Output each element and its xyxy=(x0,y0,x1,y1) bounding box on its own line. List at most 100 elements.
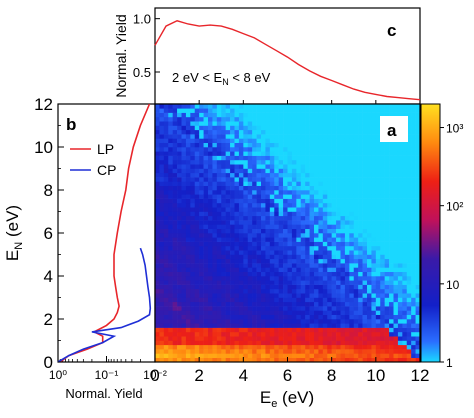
heatmap-cell xyxy=(221,194,226,199)
heatmap-cell xyxy=(371,271,377,277)
heatmap-cell xyxy=(252,220,257,225)
heatmap-cell xyxy=(225,142,231,148)
heatmap-cell xyxy=(340,220,346,225)
heatmap-cell xyxy=(274,233,279,238)
panel-b-x-tick-label: 10⁻¹ xyxy=(95,368,119,382)
heatmap-cell xyxy=(278,134,284,139)
heatmap-cell xyxy=(269,254,275,260)
heatmap-cell xyxy=(305,121,310,126)
heatmap-cell xyxy=(247,220,253,225)
heatmap-cell xyxy=(327,297,332,303)
heatmap-cell xyxy=(406,288,412,294)
heatmap-cell xyxy=(181,297,187,303)
heatmap-cell xyxy=(278,245,284,251)
heatmap-cell xyxy=(190,142,196,148)
heatmap-cell xyxy=(380,314,385,320)
heatmap-cell xyxy=(358,327,363,333)
heatmap-cell xyxy=(274,116,279,122)
heatmap-cell xyxy=(411,224,416,229)
heatmap-cell xyxy=(318,116,324,122)
heatmap-cell xyxy=(340,267,346,272)
heatmap-cell xyxy=(199,134,204,139)
heatmap-cell xyxy=(155,276,160,281)
heatmap-cell xyxy=(261,280,266,285)
heatmap-cell xyxy=(252,125,257,131)
heatmap-cell xyxy=(247,142,253,148)
heatmap-cell xyxy=(159,288,165,294)
panel-b-x-ticks: 10⁰ 10⁻¹ 10⁻² xyxy=(49,356,167,382)
heatmap-cell xyxy=(283,353,288,358)
heatmap-cell xyxy=(234,112,240,118)
heatmap-cell xyxy=(287,190,293,195)
heatmap-cell xyxy=(265,271,271,277)
heatmap-cell xyxy=(367,138,372,143)
heatmap-cell xyxy=(411,177,416,182)
heatmap-cell xyxy=(238,224,244,229)
heatmap-cell xyxy=(375,340,381,346)
heatmap-cell xyxy=(168,344,173,350)
heatmap-cell xyxy=(309,164,315,169)
heatmap-cell xyxy=(172,207,178,212)
heatmap-cell xyxy=(256,263,262,268)
heatmap-cell xyxy=(327,241,332,247)
heatmap-cell xyxy=(371,228,377,234)
heatmap-cell xyxy=(238,353,244,358)
heatmap-cell xyxy=(234,151,240,156)
heatmap-cell xyxy=(216,134,222,139)
heatmap-cell xyxy=(163,241,169,247)
heatmap-cell xyxy=(256,177,262,182)
heatmap-cell xyxy=(300,254,306,260)
heatmap-cell xyxy=(322,245,328,251)
heatmap-cell xyxy=(269,284,275,290)
heatmap-cell xyxy=(296,280,302,285)
heatmap-cell xyxy=(322,147,328,152)
heatmap-cell xyxy=(269,353,275,358)
heatmap-cell xyxy=(296,245,302,251)
heatmap-cell xyxy=(265,353,271,358)
heatmap-cell xyxy=(389,297,394,303)
heatmap-cell xyxy=(389,349,394,354)
heatmap-cell xyxy=(216,104,222,109)
heatmap-cell xyxy=(287,121,293,126)
heatmap-cell xyxy=(393,112,399,118)
heatmap-cell xyxy=(371,331,377,337)
heatmap-cell xyxy=(327,207,332,212)
heatmap-cell xyxy=(252,245,257,251)
heatmap-cell xyxy=(336,125,341,131)
heatmap-cell xyxy=(397,237,403,242)
heatmap-cell xyxy=(296,138,302,143)
heatmap-cell xyxy=(300,147,306,152)
heatmap-cell xyxy=(291,151,297,156)
heatmap-cell xyxy=(274,134,279,139)
heatmap-cell xyxy=(291,340,297,346)
heatmap-cell xyxy=(190,185,196,191)
heatmap-cell xyxy=(340,344,346,350)
heatmap-cell xyxy=(216,108,222,113)
heatmap-cell xyxy=(230,215,235,221)
heatmap-cell xyxy=(344,147,350,152)
heatmap-cell xyxy=(406,155,412,161)
heatmap-cell xyxy=(314,271,319,277)
heatmap-cell xyxy=(362,301,368,307)
heatmap-cell xyxy=(402,245,408,251)
heatmap-cell xyxy=(261,357,266,362)
heatmap-cell xyxy=(283,314,288,320)
heatmap-cell xyxy=(415,168,420,174)
heatmap-cell xyxy=(309,224,315,229)
heatmap-cell xyxy=(225,344,231,350)
heatmap-cell xyxy=(305,237,310,242)
heatmap-cell xyxy=(230,271,235,277)
heatmap-cell xyxy=(181,211,187,217)
heatmap-cell xyxy=(305,151,310,156)
heatmap-cell xyxy=(194,327,200,333)
heatmap-cell xyxy=(203,108,209,113)
heatmap-cell xyxy=(181,215,187,221)
heatmap-cell xyxy=(256,228,262,234)
heatmap-cell xyxy=(199,202,204,208)
heatmap-cell xyxy=(190,194,196,199)
heatmap-cell xyxy=(353,164,359,169)
heatmap-cell xyxy=(177,297,182,303)
heatmap-cell xyxy=(172,280,178,285)
heatmap-cell xyxy=(406,357,412,362)
